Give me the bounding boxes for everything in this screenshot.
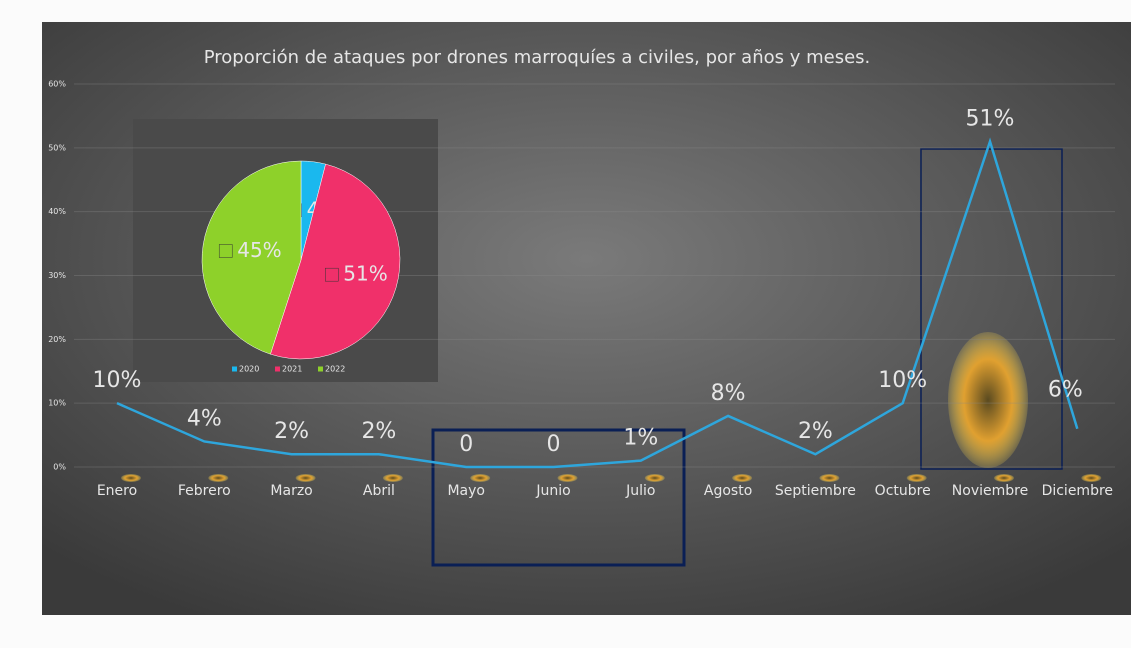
data-label: 4% <box>187 406 222 431</box>
x-tick-label: Noviembre <box>952 483 1028 499</box>
explosion <box>382 474 403 482</box>
label-key <box>218 244 233 258</box>
explosion <box>994 474 1014 482</box>
explosion <box>208 474 229 482</box>
data-label: 51% <box>343 262 387 286</box>
x-tick-label: Mayo <box>447 483 485 499</box>
data-label: 45% <box>237 238 281 262</box>
x-tick-label: Septiembre <box>775 483 856 499</box>
x-tick-label: Marzo <box>270 483 312 499</box>
y-tick-label: 30% <box>48 271 66 280</box>
data-label: 2% <box>798 419 833 444</box>
y-tick-label: 40% <box>48 207 66 216</box>
data-label: 0 <box>459 432 473 457</box>
data-label: 0 <box>547 432 561 457</box>
x-tick-label: Diciembre <box>1042 483 1113 499</box>
x-tick-label: Octubre <box>875 483 931 499</box>
y-tick-label: 10% <box>48 399 66 408</box>
explosion <box>732 474 753 482</box>
x-tick-label: Enero <box>97 483 137 499</box>
explosion <box>1081 474 1102 482</box>
pie-slice <box>270 163 401 360</box>
pie-slice <box>201 160 302 355</box>
explosion <box>295 474 316 482</box>
explosion <box>906 474 927 482</box>
chart-title: Proporción de ataques por drones marroqu… <box>204 47 871 68</box>
y-tick-label: 0% <box>53 463 66 472</box>
data-label: 6% <box>1048 378 1083 403</box>
legend-key <box>275 366 280 372</box>
highlight-box <box>431 428 686 567</box>
x-tick-label: Febrero <box>178 483 231 499</box>
explosion <box>948 332 1028 468</box>
x-tick-label: Abril <box>363 483 395 499</box>
data-label: 10% <box>93 368 142 393</box>
legend-label: 2020 <box>239 365 259 374</box>
legend-key <box>232 366 237 372</box>
data-label: 1% <box>623 426 658 451</box>
y-tick-label: 20% <box>48 335 66 344</box>
data-label: 2% <box>361 419 396 444</box>
legend-key <box>318 366 323 372</box>
explosion <box>557 474 578 482</box>
explosion <box>644 474 665 482</box>
explosion <box>470 474 491 482</box>
x-tick-label: Junio <box>535 483 570 499</box>
explosion <box>121 474 141 482</box>
data-label: 8% <box>711 381 746 406</box>
y-tick-label: 60% <box>48 80 66 89</box>
x-tick-label: Agosto <box>704 483 752 499</box>
y-tick-label: 50% <box>48 143 66 152</box>
label-key <box>325 267 339 282</box>
line <box>116 137 1079 469</box>
legend-label: 2022 <box>325 365 345 374</box>
data-label: 51% <box>966 106 1015 131</box>
legend-label: 2021 <box>282 365 302 374</box>
explosion <box>819 474 840 482</box>
data-label: 2% <box>274 419 309 444</box>
data-label: 10% <box>878 368 927 393</box>
x-tick-label: Julio <box>625 483 655 499</box>
